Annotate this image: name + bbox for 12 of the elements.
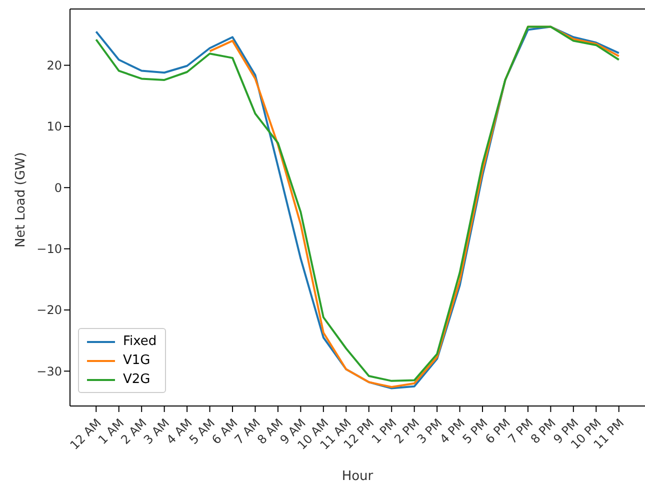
line-series xyxy=(208,26,620,388)
x-axis-title: Hour xyxy=(342,469,374,482)
legend-label: Fixed xyxy=(123,334,157,349)
y-tick-label: −10 xyxy=(36,242,62,256)
y-axis-title: Net Load (GW) xyxy=(14,152,29,248)
y-tick-label: 0 xyxy=(54,180,62,195)
legend-label: V1G xyxy=(123,353,150,368)
y-tick-label: 20 xyxy=(46,58,62,73)
y-tick-label: 10 xyxy=(46,120,62,134)
y-tick-label: −30 xyxy=(36,364,62,378)
legend-label: V2G xyxy=(123,372,150,387)
y-tick-label: −20 xyxy=(36,303,62,318)
